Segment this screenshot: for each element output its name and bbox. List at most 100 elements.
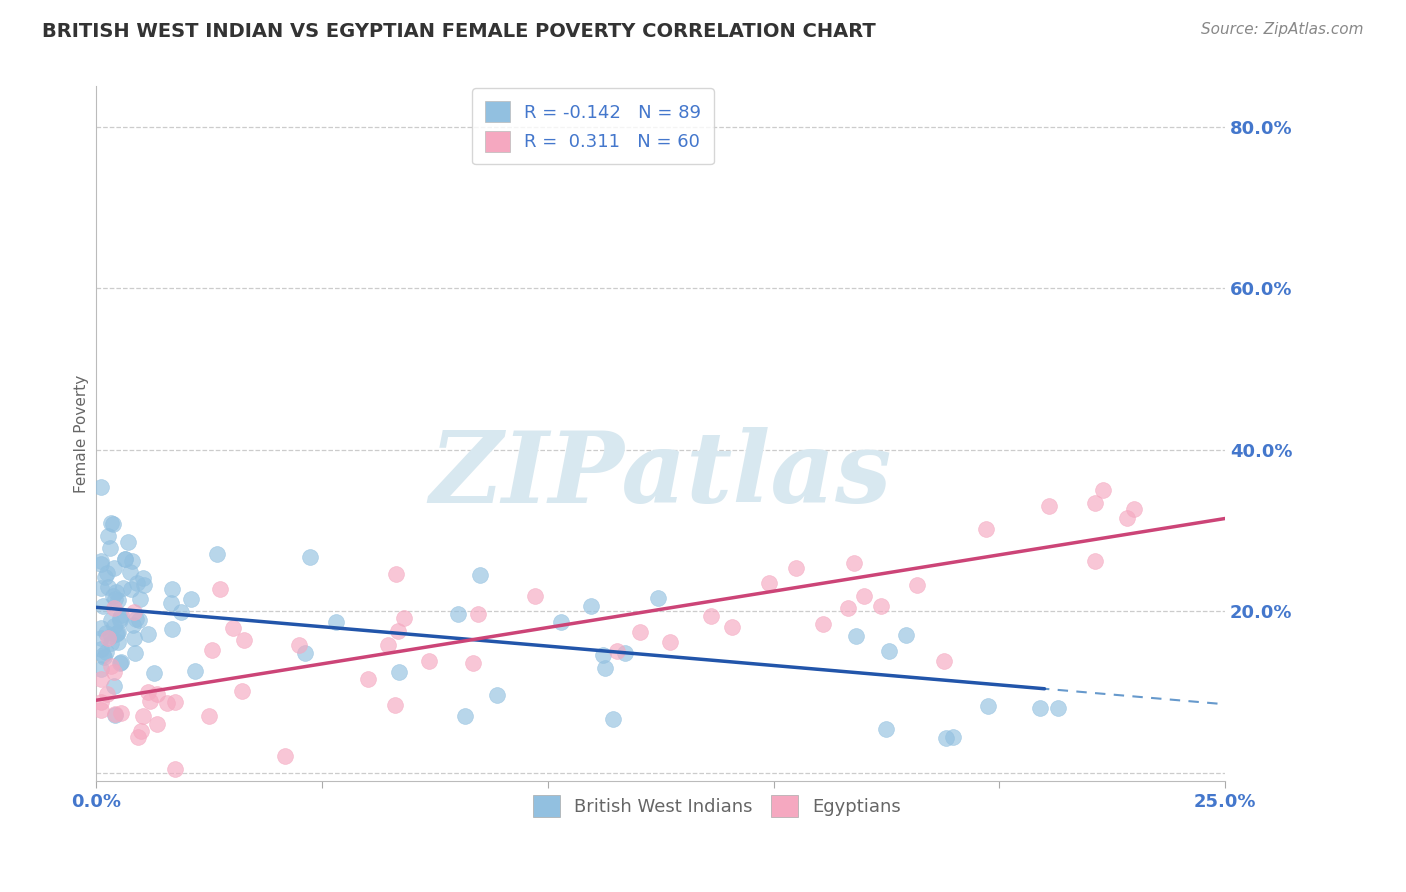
Point [96,687,118,701]
Point [131,709,153,723]
Point [974,522,997,536]
Point [104,708,127,723]
Point [108,613,131,627]
Point [136,685,159,699]
Point [100,659,122,673]
Point [96,566,118,580]
Point [90,621,112,635]
Point [388,665,411,680]
Point [120,582,142,596]
Point [120,565,142,579]
Text: BRITISH WEST INDIAN VS EGYPTIAN FEMALE POVERTY CORRELATION CHART: BRITISH WEST INDIAN VS EGYPTIAN FEMALE P… [42,22,876,41]
Point [384,698,406,712]
Point [101,589,124,603]
Point [100,636,122,650]
Point [1122,501,1144,516]
Point [124,646,146,660]
Point [90,581,112,595]
Point [385,567,408,582]
Point [90,695,112,709]
Point [454,708,477,723]
Point [273,749,295,764]
Point [110,607,132,622]
Point [468,568,491,582]
Text: Source: ZipAtlas.com: Source: ZipAtlas.com [1201,22,1364,37]
Point [125,575,148,590]
Point [231,684,253,698]
Point [581,599,603,614]
Point [90,557,112,571]
Point [160,596,183,610]
Point [114,551,136,566]
Point [142,665,165,680]
Legend: British West Indians, Egyptians: British West Indians, Egyptians [526,788,908,824]
Point [94,625,117,640]
Point [146,717,169,731]
Point [114,552,136,566]
Point [101,516,124,531]
Point [165,695,187,709]
Point [108,657,131,671]
Point [91,648,114,662]
Point [377,638,399,652]
Point [131,723,153,738]
Point [205,547,228,561]
Point [392,611,415,625]
Point [942,730,965,744]
Point [163,762,186,776]
Point [1029,701,1052,715]
Point [103,560,125,574]
Point [125,612,148,626]
Point [98,541,121,556]
Point [160,623,183,637]
Point [935,731,957,745]
Point [1092,483,1115,498]
Text: ZIPatlas: ZIPatlas [429,427,891,524]
Point [1038,499,1060,513]
Point [842,556,865,570]
Point [108,611,131,625]
Point [97,529,120,543]
Point [1116,511,1139,525]
Point [418,654,440,668]
Point [1083,554,1105,568]
Point [103,679,125,693]
Point [107,593,129,607]
Point [233,632,256,647]
Point [112,581,135,595]
Point [170,605,193,619]
Point [879,643,901,657]
Point [524,589,547,603]
Point [93,599,115,614]
Point [132,577,155,591]
Point [117,535,139,549]
Point [90,673,112,687]
Point [299,549,322,564]
Point [90,480,112,494]
Point [100,516,122,531]
Point [156,696,179,710]
Point [837,601,859,615]
Point [93,570,115,584]
Point [124,605,146,619]
Point [103,618,125,632]
Point [128,614,150,628]
Point [131,571,153,585]
Point [110,706,132,720]
Point [550,615,572,629]
Point [628,625,651,640]
Point [845,629,868,643]
Point [875,722,897,736]
Point [325,615,347,629]
Point [103,601,125,615]
Point [647,591,669,606]
Point [107,625,129,640]
Point [121,617,143,632]
Point [96,645,118,659]
Point [1046,700,1069,714]
Point [97,580,120,594]
Point [127,730,149,744]
Point [122,631,145,645]
Point [198,708,221,723]
Point [905,578,928,592]
